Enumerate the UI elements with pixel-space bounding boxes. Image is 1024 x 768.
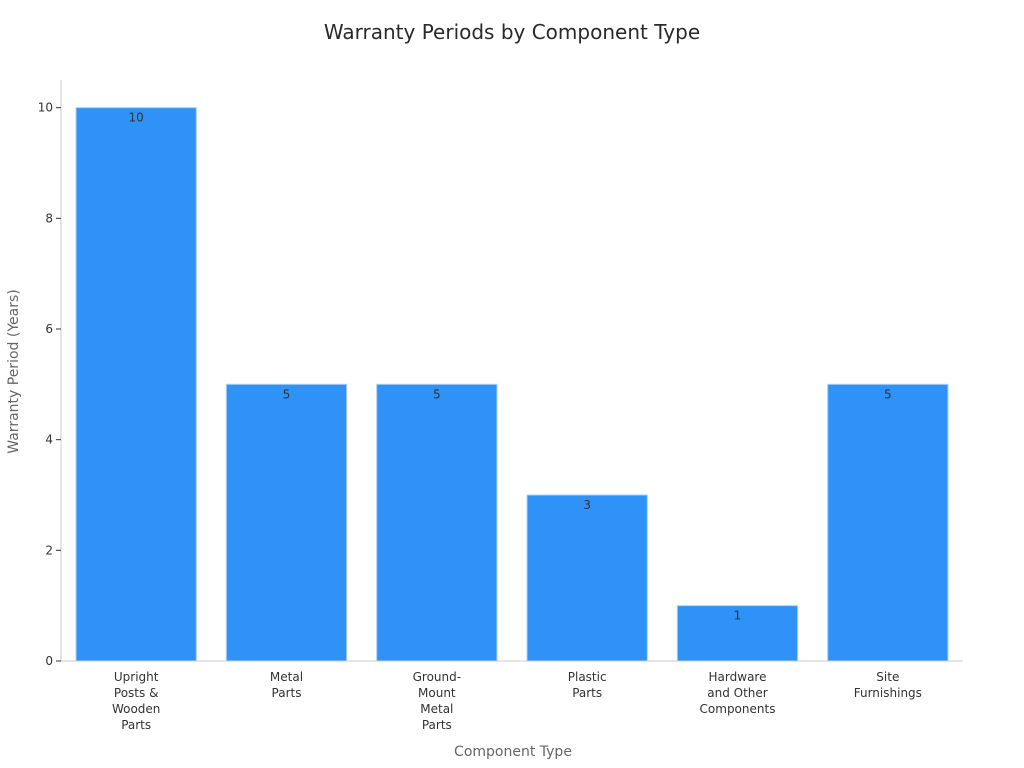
x-tick-label-line: Parts: [121, 718, 151, 732]
data-labels-layer: 10 5 5 3 1 5: [129, 111, 892, 623]
data-label: 3: [583, 498, 591, 512]
chart-title: Warranty Periods by Component Type: [323, 20, 701, 44]
bars-layer: [75, 107, 949, 662]
data-label: 1: [734, 609, 742, 623]
x-tick-label-line: Ground-: [413, 670, 461, 684]
data-label: 5: [283, 387, 291, 401]
bar: [75, 107, 197, 662]
y-tick-label: 6: [45, 322, 53, 336]
x-tick-label: Hardware and Other Components: [700, 670, 776, 716]
y-tick-label: 0: [45, 654, 53, 668]
bar: [526, 494, 648, 662]
bar: [376, 383, 498, 662]
x-tick-label-line: Hardware: [709, 670, 767, 684]
y-tick-label: 4: [45, 433, 53, 447]
x-tick-label-line: Posts &: [114, 686, 159, 700]
x-tick-label-line: Metal: [270, 670, 303, 684]
x-tick-label: Metal Parts: [270, 670, 303, 700]
x-tick-label-line: Components: [700, 702, 776, 716]
data-label: 5: [884, 387, 892, 401]
y-axis-title: Warranty Period (Years): [6, 289, 22, 453]
bar: [225, 383, 348, 662]
x-tick-label-line: Parts: [572, 686, 602, 700]
y-tick-label: 10: [38, 101, 53, 115]
y-axis: 0 2 4 6 8 10: [38, 80, 62, 668]
x-tick-label: Ground- Mount Metal Parts: [413, 670, 461, 732]
x-axis-title: Component Type: [454, 744, 572, 760]
data-label: 10: [129, 111, 144, 125]
y-tick-label: 8: [45, 211, 53, 225]
x-tick-label: Site Furnishings: [854, 670, 922, 700]
x-tick-label-line: Furnishings: [854, 686, 922, 700]
x-tick-label-line: Mount: [418, 686, 456, 700]
x-tick-label-line: Plastic: [568, 670, 607, 684]
x-tick-label-line: Site: [876, 670, 899, 684]
data-label: 5: [433, 387, 441, 401]
x-tick-label-line: Metal: [420, 702, 453, 716]
bar: [676, 605, 799, 662]
x-tick-label-line: and Other: [707, 686, 768, 700]
bar: [827, 383, 949, 662]
x-tick-label: Plastic Parts: [568, 670, 607, 700]
x-tick-label-line: Parts: [422, 718, 452, 732]
x-tick-label: Upright Posts & Wooden Parts: [112, 670, 160, 732]
x-tick-label-line: Upright: [114, 670, 159, 684]
x-tick-label-line: Wooden: [112, 702, 160, 716]
y-tick-label: 2: [45, 543, 53, 557]
x-tick-label-line: Parts: [272, 686, 302, 700]
